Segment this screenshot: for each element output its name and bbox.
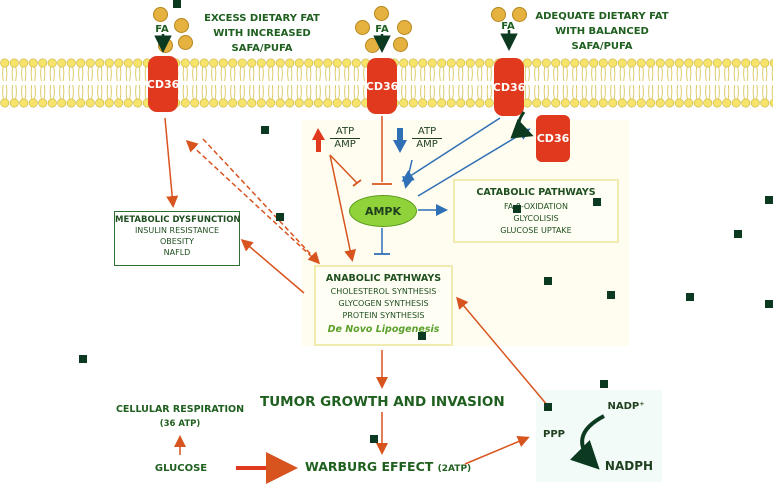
fatty-acid-dot: [355, 20, 370, 35]
marker-square: [276, 213, 284, 221]
adequate-fat-label: ADEQUATE DIETARY FAT WITH BALANCED SAFA/…: [535, 11, 669, 52]
fatty-acid-dot: [397, 20, 412, 35]
marker-square: [79, 355, 87, 363]
marker-square: [261, 126, 269, 134]
marker-square: [607, 291, 615, 299]
fatty-acid-dot: [393, 37, 408, 52]
fatty-acid-dot: [491, 7, 506, 22]
cellular-respiration-label: CELLULAR RESPIRATION (36 ATP): [115, 404, 245, 429]
cd36-receptor: CD36: [366, 58, 398, 114]
cd36-receptor: CD36: [147, 56, 179, 112]
fatty-acid-dot: [178, 35, 193, 50]
marker-square: [765, 196, 773, 204]
marker-square: [513, 205, 521, 213]
marker-square: [600, 380, 608, 388]
marker-square: [370, 435, 378, 443]
anabolic-pathways-box: ANABOLIC PATHWAYS CHOLESTEROL SYNTHESIS …: [314, 265, 453, 346]
cd36-receptor: CD36: [493, 58, 525, 116]
ppp-label: PPP: [543, 429, 565, 440]
excess-fat-label: EXCESS DIETARY FAT WITH INCREASED SAFA/P…: [204, 13, 320, 54]
catabolic-pathways-box: CATABOLIC PATHWAYS FA β-OXIDATION GLYCOL…: [453, 179, 619, 243]
marker-square: [734, 230, 742, 238]
cd36-receptor-internalized: CD36: [536, 115, 570, 162]
glucose-label: GLUCOSE: [154, 463, 208, 474]
marker-square: [418, 332, 426, 340]
fa-label: FA: [501, 21, 515, 32]
marker-square: [686, 293, 694, 301]
nadp-label: NADP⁺: [607, 401, 645, 412]
marker-square: [593, 198, 601, 206]
marker-square: [765, 300, 773, 308]
atp-amp-ratio-up: ATP AMP: [330, 126, 360, 151]
fa-label: FA: [155, 24, 169, 35]
metabolic-dysfunction-box: METABOLIC DYSFUNCTION INSULIN RESISTANCE…: [114, 211, 241, 266]
atp-amp-ratio-down: ATP AMP: [412, 126, 442, 151]
marker-square: [544, 277, 552, 285]
fatty-acid-dot: [374, 6, 389, 21]
fatty-acid-dot: [153, 7, 168, 22]
fatty-acid-dot: [512, 7, 527, 22]
fatty-acid-dot: [174, 18, 189, 33]
marker-square: [544, 403, 552, 411]
ampk-node: AMPK: [349, 195, 417, 227]
warburg-effect-label: WARBURG EFFECT (2ATP): [305, 459, 472, 474]
marker-square: [173, 0, 181, 8]
nadph-label: NADPH: [604, 459, 654, 473]
tumor-growth-label: TUMOR GROWTH AND INVASION: [260, 394, 505, 410]
fa-label: FA: [375, 24, 389, 35]
